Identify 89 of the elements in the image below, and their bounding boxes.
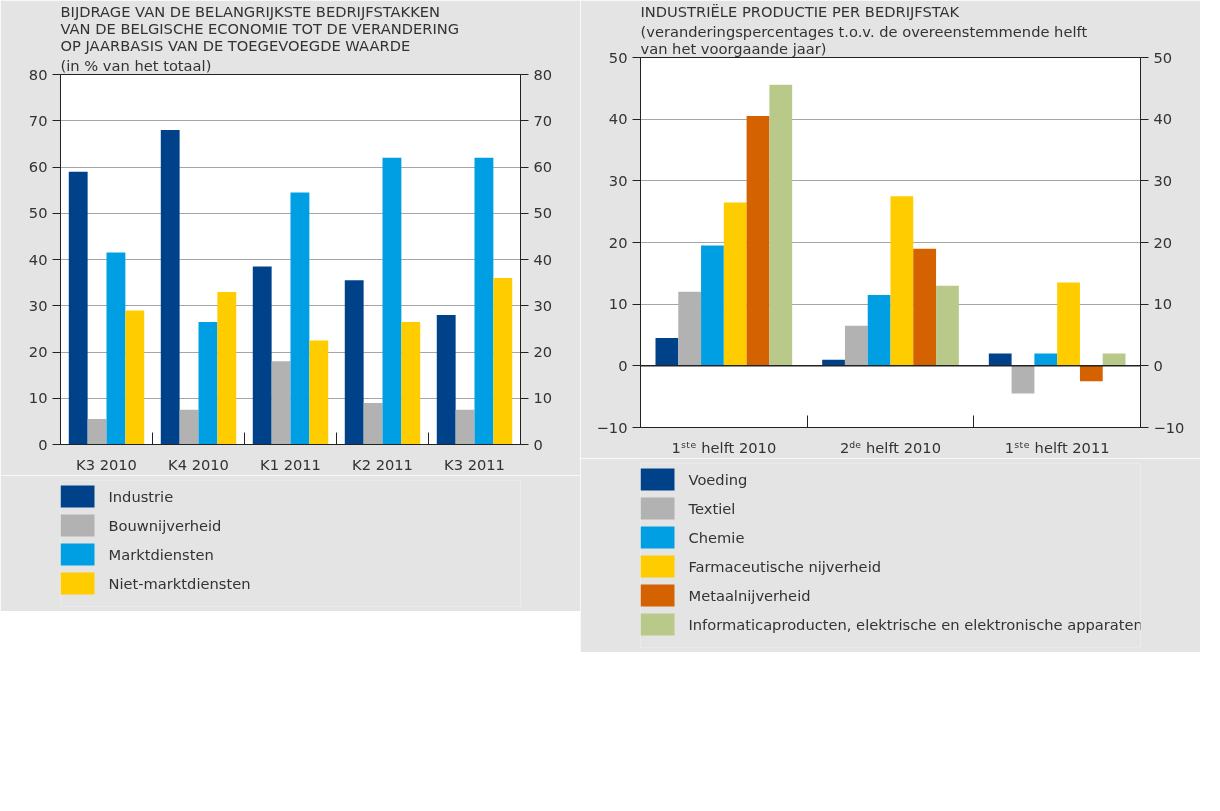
y-tick-label: 10: [608, 295, 628, 313]
bar: [913, 248, 937, 366]
x-tick-label: K1 2011: [260, 455, 321, 473]
y-tick-label: 20: [608, 233, 628, 251]
bar: [746, 116, 770, 366]
legend-label: Chemie: [688, 529, 745, 546]
legend-label: Textiel: [687, 500, 736, 517]
y-tick-label: 30: [608, 171, 628, 189]
y-tick-label: 10: [28, 389, 48, 407]
y-tick-label: 0: [38, 435, 48, 453]
chart-title: BIJDRAGE VAN DE BELANGRIJKSTE BEDRIJFSTAKKEN VAN DE BELGISCHE ECONOMIE TOT DE VERANDERING OP JAARBASIS VAN DE TOEGEVOEGDE WAARDE: [60, 2, 460, 54]
bar: [1079, 365, 1103, 382]
bar: [867, 294, 891, 366]
y-tick-label: 60: [28, 158, 48, 175]
y2-tick-label: 30: [1153, 171, 1173, 189]
y-tick-label: 80: [28, 65, 48, 83]
bar: [309, 340, 329, 445]
y2-tick-label: 40: [533, 250, 553, 268]
bar: [1057, 282, 1080, 366]
chart-subtitle: (veranderingspercentages t.o.v. de overeenstemmende helft van het voorgaande jaar): [640, 22, 1088, 57]
y2-tick-label: 20: [1153, 233, 1173, 251]
bar: [382, 157, 402, 445]
y-tick-label: 20: [28, 343, 48, 360]
bar: [125, 310, 145, 445]
bar: [363, 402, 383, 445]
x-tick-label: K3 2011: [444, 455, 505, 473]
bar: [160, 130, 180, 445]
bar: [936, 285, 959, 366]
x-tick-label: K3 2010: [76, 455, 137, 473]
bar: [701, 245, 724, 366]
y-tick-label: 70: [28, 111, 48, 129]
legend-label: Niet-marktdiensten: [108, 575, 251, 592]
legend-label: Farmaceutische nijverheid: [688, 558, 882, 575]
x-tick-label: 1ˢᵗᵉ helft 2010: [671, 438, 777, 456]
x-tick-label: K2 2011: [352, 455, 413, 473]
y2-tick-label: 40: [1153, 110, 1173, 128]
y2-tick-label: 30: [533, 296, 553, 314]
chart-subtitle: (in % van het totaal): [60, 56, 212, 74]
legend-label: Industrie: [108, 488, 174, 505]
bar: [290, 192, 310, 445]
bar: [1011, 365, 1035, 394]
bar: [988, 353, 1012, 366]
legend-label: Metaalnijverheid: [688, 587, 811, 604]
y-tick-label: 30: [28, 296, 48, 314]
legend-label: Voeding: [688, 471, 748, 488]
y2-tick-label: 20: [533, 343, 553, 360]
y-tick-label: 40: [608, 110, 628, 128]
y2-tick-label: 0: [533, 435, 543, 453]
bar: [1102, 353, 1126, 366]
y-tick-label: 50: [608, 48, 628, 66]
x-tick-label: 1ˢᵗᵉ helft 2011: [1004, 438, 1110, 456]
legend-label: Marktdiensten: [108, 546, 214, 563]
y2-tick-label: 10: [1153, 295, 1173, 313]
y2-tick-label: 70: [533, 111, 553, 129]
bar: [655, 338, 679, 366]
x-tick-label: 2ᵈᵉ helft 2010: [839, 438, 942, 456]
bar: [474, 157, 494, 445]
bar: [179, 409, 199, 445]
y2-tick-label: 80: [533, 65, 553, 83]
y-tick-label: 40: [28, 250, 48, 268]
y-tick-label: −10: [596, 418, 628, 436]
bar: [1034, 353, 1058, 366]
bar: [401, 321, 421, 445]
bar: [344, 280, 364, 445]
bar: [106, 252, 126, 445]
legend-label: Bouwnijverheid: [108, 517, 222, 534]
y2-tick-label: 60: [533, 158, 553, 175]
bar: [68, 171, 88, 445]
y2-tick-label: 0: [1153, 356, 1163, 374]
bar: [455, 409, 475, 445]
bar: [493, 278, 513, 445]
y2-tick-label: 50: [533, 204, 553, 222]
bar: [723, 202, 747, 366]
y2-tick-label: −10: [1153, 418, 1185, 436]
chart-title: INDUSTRIËLE PRODUCTIE PER BEDRIJFSTAK: [640, 2, 960, 20]
bar: [271, 361, 291, 445]
bar: [436, 315, 456, 445]
x-tick-label: K4 2010: [168, 455, 229, 473]
bar: [769, 84, 793, 366]
bar: [890, 196, 914, 366]
y2-tick-label: 10: [533, 389, 553, 407]
bar: [198, 321, 218, 445]
y-tick-label: 0: [618, 356, 628, 374]
bar: [87, 419, 107, 445]
y-tick-label: 50: [28, 204, 48, 222]
bar: [844, 325, 868, 366]
bar: [252, 266, 272, 445]
bar: [217, 291, 237, 445]
y2-tick-label: 50: [1153, 48, 1173, 66]
